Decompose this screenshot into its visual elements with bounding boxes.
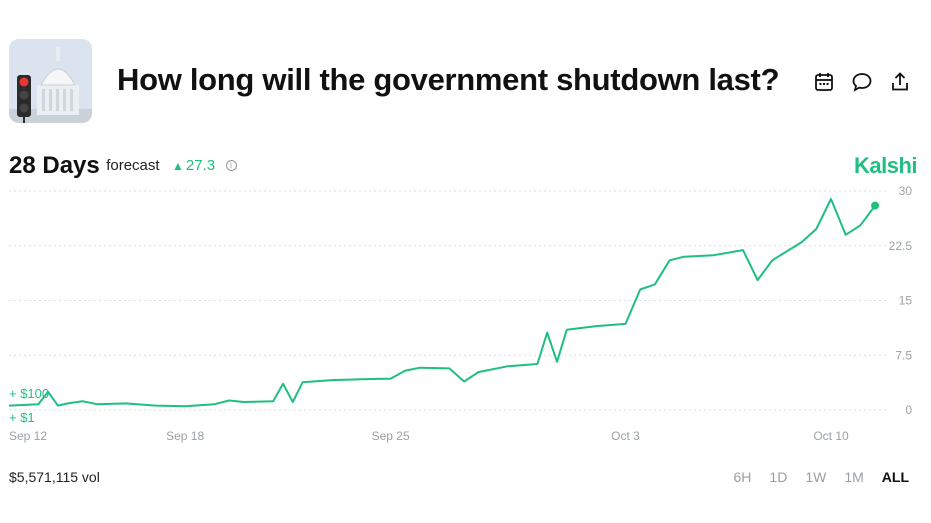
x-tick-label: Oct 3 <box>611 429 640 443</box>
forecast-label: forecast <box>106 157 160 174</box>
range-button-1d[interactable]: 1D <box>769 469 788 485</box>
y-tick-label: 30 <box>899 184 913 198</box>
forecast-value: 28 Days <box>9 152 100 179</box>
x-tick-label: Oct 10 <box>813 429 849 443</box>
y-tick-label: 15 <box>899 294 913 308</box>
market-title: How long will the government shutdown la… <box>117 62 780 97</box>
y-tick-label: 7.5 <box>895 348 912 362</box>
up-triangle-icon: ▲ <box>172 159 184 173</box>
forecast-change: ▲ 27.3 <box>172 157 215 174</box>
x-tick-label: Sep 25 <box>372 429 410 443</box>
capitol-image <box>9 39 92 123</box>
market-thumbnail <box>9 39 92 123</box>
last-point-marker <box>871 201 880 210</box>
series-line <box>8 198 876 408</box>
y-tick-label: 0 <box>905 403 912 417</box>
forecast-headline: 28 Days forecast ▲ 27.3 i <box>9 152 237 180</box>
calendar-icon[interactable] <box>812 70 836 94</box>
x-tick-label: Sep 12 <box>9 429 47 443</box>
series-label: + $100 <box>9 386 49 401</box>
forecast-change-value: 27.3 <box>185 157 216 174</box>
comment-icon[interactable] <box>850 70 874 94</box>
y-tick-label: 22.5 <box>889 239 913 253</box>
range-button-6h[interactable]: 6H <box>733 469 752 485</box>
price-chart: 0 7.5 15 22.5 30 Sep 12 Sep 18 Sep 25 Oct 3 Oct 1… <box>8 184 913 443</box>
series-label: + $1 <box>9 410 35 425</box>
range-button-1m[interactable]: 1M <box>844 469 864 485</box>
volume-label: $5,571,115 vol <box>9 469 100 485</box>
header-actions <box>812 70 912 94</box>
range-button-all[interactable]: ALL <box>881 469 909 485</box>
range-button-1w[interactable]: 1W <box>805 469 827 485</box>
time-range-selector: 6H 1D 1W 1M ALL <box>716 469 909 485</box>
x-tick-label: Sep 18 <box>166 429 204 443</box>
info-icon[interactable]: i <box>225 160 237 171</box>
brand-logo: Kalshi <box>853 153 918 178</box>
share-icon[interactable] <box>888 70 912 94</box>
